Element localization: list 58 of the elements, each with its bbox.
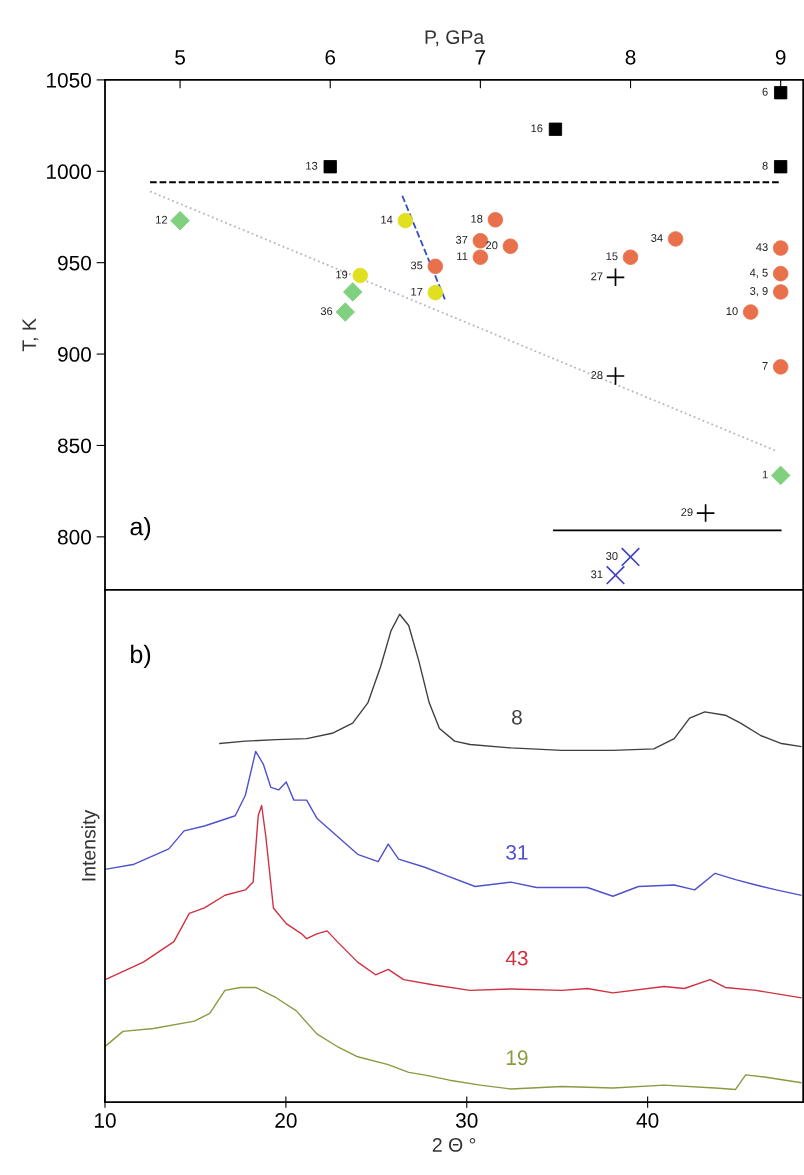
series-label: 8	[512, 709, 522, 725]
annotation: 13	[306, 161, 318, 170]
annotation: 31	[591, 570, 603, 579]
annotation: 12	[156, 215, 168, 224]
annotation: 37	[455, 235, 468, 244]
annotation: 20	[486, 241, 498, 250]
annotation: 3, 9	[750, 287, 768, 297]
y-tick-label: 950	[58, 255, 91, 271]
annotation: 6	[762, 87, 768, 96]
x-tick-label: 20	[275, 1113, 297, 1128]
annotation: 8	[762, 161, 768, 170]
annotation: 1	[762, 470, 768, 479]
point	[620, 547, 641, 567]
x-tick-label: 7	[475, 50, 486, 65]
annotation: 36	[320, 307, 333, 316]
point	[605, 267, 626, 287]
y-tick-label: 900	[58, 347, 91, 362]
annotation: 43	[756, 243, 768, 252]
annotation: 19	[336, 270, 348, 279]
annotation: b)	[131, 644, 151, 669]
x-tick-label: 30	[455, 1113, 478, 1128]
annotation: 30	[606, 552, 618, 560]
series-label: 19	[506, 1050, 528, 1066]
point	[605, 565, 626, 585]
x-tick-label: 6	[325, 49, 336, 65]
annotation: 35	[410, 261, 423, 270]
x-tick-label: 40	[636, 1113, 659, 1128]
y-tick-label: 1050	[47, 72, 91, 88]
annotation: 17	[411, 287, 423, 296]
annotation: 34	[651, 234, 663, 242]
y-axis-title: T, K	[22, 318, 39, 352]
x-tick-label: 8	[625, 49, 636, 65]
y-tick-label: 800	[57, 529, 91, 545]
annotation: 4, 5	[749, 268, 768, 278]
annotation: 15	[606, 252, 618, 261]
annotation: 7	[762, 362, 768, 370]
x-axis-title: 2 Θ °	[432, 1138, 476, 1152]
annotation: a)	[130, 517, 151, 541]
annotation: 10	[726, 307, 738, 316]
annotation: 11	[457, 252, 468, 261]
annotation: 28	[591, 371, 603, 379]
annotation: 29	[681, 508, 693, 517]
annotation: 16	[531, 124, 543, 133]
y-tick-label: 850	[57, 438, 91, 454]
x-tick-label: 9	[775, 49, 786, 65]
annotation: 14	[381, 215, 393, 224]
x-tick-label: 10	[95, 1113, 116, 1128]
annotation: 27	[591, 272, 603, 281]
point	[605, 366, 626, 386]
y-axis-title: Intensity	[81, 809, 100, 881]
series-label: 31	[506, 845, 528, 860]
x-tick-label: 5	[175, 50, 185, 65]
point	[695, 503, 716, 523]
y-tick-label: 1000	[47, 164, 91, 180]
point	[770, 465, 791, 486]
x-axis-title: P, GPa	[425, 30, 485, 47]
series-label: 43	[505, 950, 528, 966]
annotation: 18	[471, 214, 483, 223]
